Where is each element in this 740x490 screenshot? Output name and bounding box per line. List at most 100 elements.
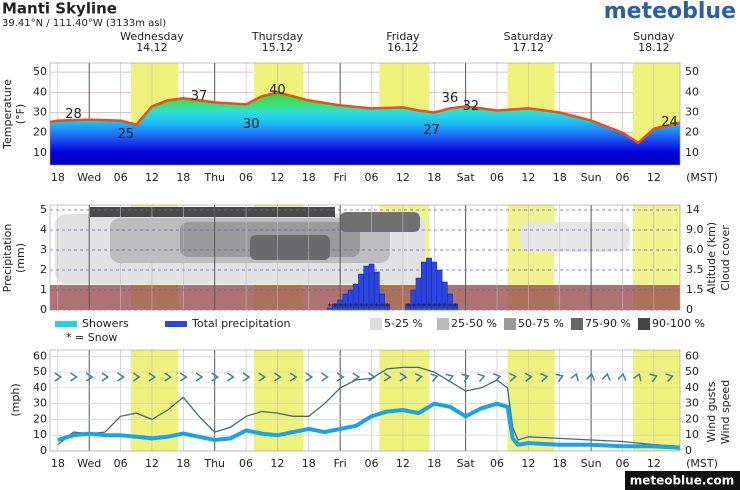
x-tick-label: Thu [203, 171, 225, 184]
y-unit: (°F) [14, 104, 27, 124]
x-tick-label: 06 [490, 457, 504, 470]
legend-swatch [55, 321, 77, 327]
x-tick-label: Sun [581, 171, 602, 184]
day-date: 15.12 [262, 41, 294, 54]
wind-arrow [195, 372, 204, 382]
y-tick-label-right: 40 [685, 85, 699, 98]
x-tick-label: 06 [365, 457, 379, 470]
wind-arrow [321, 372, 329, 382]
wind-arrow [226, 372, 235, 382]
x-tick-label: 12 [270, 171, 284, 184]
y-tick-label-right: 30 [685, 397, 699, 410]
wind-arrow [274, 372, 282, 382]
temperature-area [50, 92, 680, 165]
temperature-label: 28 [65, 107, 82, 122]
wind-arrow [368, 372, 376, 382]
cloud-swatch [370, 318, 382, 330]
snow-symbol: * [453, 302, 458, 313]
series-label: Wind gusts [705, 381, 718, 442]
snow-symbol: * [427, 302, 432, 313]
x-tick-label: 12 [270, 457, 284, 470]
snow-symbol: * [421, 302, 426, 313]
panel-frame [49, 204, 681, 311]
day-date: 14.12 [136, 41, 168, 54]
panel-frame [49, 62, 681, 166]
wind-line [57, 401, 681, 450]
wind-arrow [242, 372, 251, 382]
time-unit: (MST) [686, 457, 718, 470]
cloud-swatch [437, 318, 449, 330]
day-date: 17.12 [513, 41, 545, 54]
x-tick-label: 06 [490, 171, 504, 184]
day-name: Wednesday [120, 30, 184, 43]
x-tick-label: 18 [427, 171, 441, 184]
y-tick-label: 60 [33, 349, 47, 362]
x-tick-label: 06 [615, 171, 629, 184]
y-tick-label-right: 30 [685, 105, 699, 118]
x-tick-label: 18 [176, 457, 190, 470]
wind-arrow [665, 373, 674, 383]
wind-arrow [617, 372, 627, 381]
wind-arrow [148, 372, 157, 382]
wind-arrow [493, 372, 502, 383]
y-tick-label: 20 [33, 412, 47, 425]
y-label: Temperature [1, 79, 14, 150]
y-tick-label: 50 [33, 65, 47, 78]
y-tick-label-right: 20 [685, 412, 699, 425]
time-unit: (MST) [686, 171, 718, 184]
x-tick-label: 18 [176, 171, 190, 184]
y-tick-label: 30 [33, 105, 47, 118]
snow-symbol: * [437, 302, 442, 313]
snow-symbol: * [374, 302, 379, 313]
x-tick-label: Sat [457, 171, 476, 184]
wind-arrow [461, 373, 470, 383]
wind-arrow [101, 372, 110, 382]
x-tick-label: 12 [396, 457, 410, 470]
snow-symbol: * [338, 302, 343, 313]
coordinates: 39.41°N / 111.40°W (3133m asl) [2, 18, 166, 29]
wind-arrow [555, 373, 564, 383]
footer-box [625, 471, 740, 490]
snow-symbol: * [359, 302, 364, 313]
x-tick-label: 18 [427, 457, 441, 470]
wind-arrow [601, 372, 611, 381]
temperature-label: 24 [661, 115, 678, 130]
cloud-swatch [638, 318, 650, 330]
cloud-legend-label: 25-50 % [451, 317, 497, 330]
daylight [379, 350, 430, 451]
daylight [131, 350, 179, 451]
wind-arrow [132, 372, 141, 382]
y3-label: Cloud cover [719, 225, 732, 291]
y-tick-label-right: 40 [685, 381, 699, 394]
x-tick-label: 12 [145, 171, 159, 184]
x-tick-label: 06 [239, 457, 253, 470]
cloud-swatch [571, 318, 583, 330]
x-tick-label: 06 [114, 171, 128, 184]
y-tick-label-right: 50 [685, 65, 699, 78]
cloud-cover [55, 207, 630, 284]
y-tick-label: 2 [40, 263, 47, 276]
cloud-legend-label: 50-75 % [518, 317, 564, 330]
x-tick-label: 18 [553, 171, 567, 184]
wind-arrow [632, 372, 642, 382]
y-tick-label: 4 [40, 223, 47, 236]
cloud-legend-label: 90-100 % [652, 317, 705, 330]
wind-arrow [586, 372, 596, 381]
x-tick-label: 12 [521, 171, 535, 184]
day-date: 18.12 [638, 41, 670, 54]
y-tick-label: 3 [40, 243, 47, 256]
y-tick-label-right: 0 [685, 444, 692, 457]
x-tick-label: 12 [145, 457, 159, 470]
logo: meteoblue [604, 0, 736, 24]
x-tick-label: Sat [457, 457, 476, 470]
x-tick-label: 18 [553, 457, 567, 470]
wind-arrow [383, 372, 392, 382]
x-tick-label: Wed [77, 457, 101, 470]
y-tick-label: 30 [33, 397, 47, 410]
y-tick-label: 40 [33, 381, 47, 394]
y-tick-label: 20 [33, 126, 47, 139]
y-tick-label: 0 [40, 303, 47, 316]
wind-arrow [305, 372, 314, 382]
cloud-legend-label: 5-25 % [384, 317, 423, 330]
